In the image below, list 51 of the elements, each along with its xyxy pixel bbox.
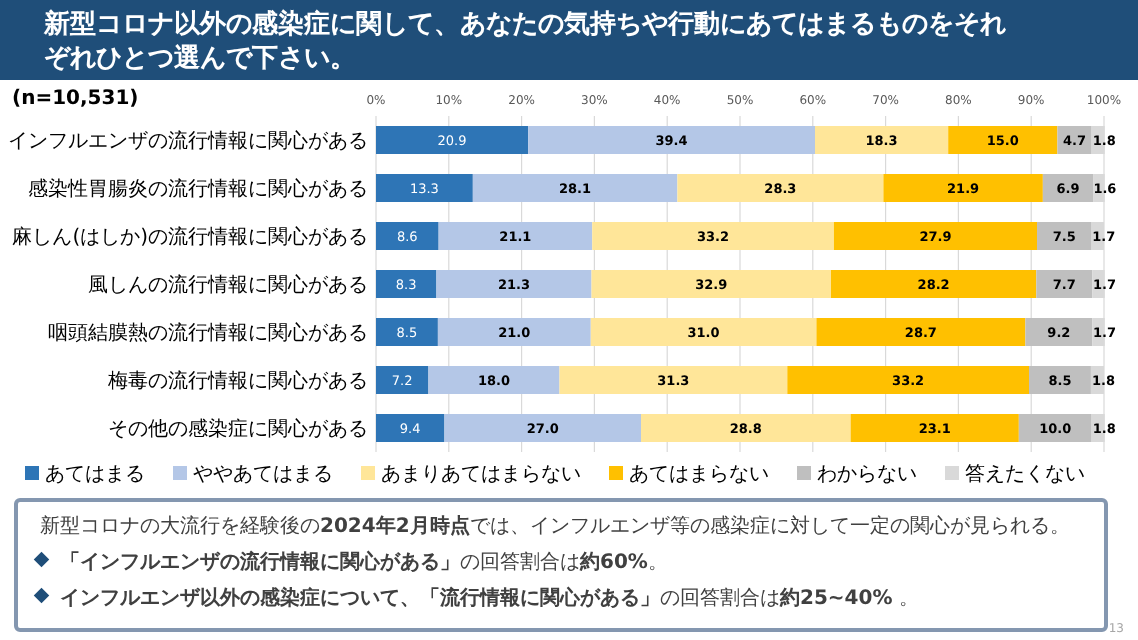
legend-label: 答えたくない [965,462,1085,486]
bar [833,222,1038,250]
y-tick-label: 感染性胃腸炎の流行情報に関心がある [28,177,368,201]
legend-label: あてはまらない [629,464,769,486]
text: (n=10,531) [12,88,139,110]
bar [787,366,1030,394]
y-tick-label: インフルエンザの流行情報に関心がある [8,129,368,153]
bar [640,414,851,442]
chart-title: 新型コロナ以外の感染症に関して、あなたの気持ちや行動にあてはまるものをそれぞれひとつ選んで下さい。 [42,8,1006,74]
bar [831,270,1037,298]
bar [591,270,831,298]
bar [592,222,834,250]
bar [376,318,438,346]
bar [559,366,788,394]
bar [816,318,1026,346]
text: インフルエンザ以外の感染症について、「流行情報に関心がある」の回答割合は約25~40% 。 [60,586,919,610]
bar [948,126,1058,154]
bar [444,414,641,442]
legend-label: ややあてはまる [193,464,333,486]
bar [376,222,439,250]
y-tick-label: 梅毒の流行情報に関心がある [106,369,368,393]
bar [437,318,591,346]
bar [376,366,429,394]
y-tick-label: 麻しん(はしか)の流行情報に関心がある [12,225,368,249]
legend-label: あてはまる [45,464,145,486]
bar [376,270,437,298]
bar [1018,414,1092,442]
bar [590,318,817,346]
text: 「インフルエンザの流行情報に関心がある」の回答割合は約60%。 [60,550,668,574]
y-tick-label: 咽頭結膜熱の流行情報に関心がある [48,321,368,345]
bar [814,126,949,154]
bar [850,414,1019,442]
bar [428,366,560,394]
bar [1037,222,1092,250]
y-tick-label: 風しんの流行情報に関心がある [88,273,368,297]
bar [1025,318,1093,346]
bar [436,270,592,298]
text: 新型コロナの大流行を経験後の2024年2月時点では、インフルエンザ等の感染症に対して一定の関心が見られる。 [40,514,1070,538]
bar [438,222,593,250]
bar [528,126,815,154]
legend-label: わからない [817,464,917,486]
bar [376,174,473,202]
bar [472,174,678,202]
bar [1036,270,1093,298]
bar [376,414,445,442]
y-tick-label: その他の感染症に関心がある [108,417,368,441]
bar [677,174,884,202]
legend-label: あまりあてはまらない [381,464,581,486]
bar [883,174,1043,202]
bar [1029,366,1091,394]
bar [376,126,529,154]
